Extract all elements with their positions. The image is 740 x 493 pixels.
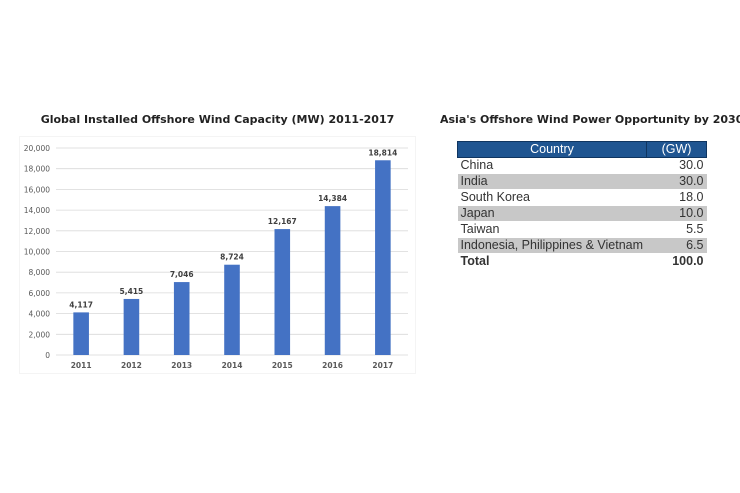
y-tick-label: 10,000 <box>24 248 50 257</box>
x-tick-label: 2015 <box>272 361 293 370</box>
x-tick-label: 2012 <box>121 361 142 370</box>
x-tick-label: 2013 <box>171 361 192 370</box>
table-row: Japan 10.0 <box>457 205 707 222</box>
column-header-gw: (GW) <box>646 141 707 158</box>
table-title: Asia's Offshore Wind Power Opportunity b… <box>440 113 740 126</box>
bar <box>123 298 140 355</box>
table-row: Taiwan 5.5 <box>457 221 707 238</box>
y-tick-label: 12,000 <box>24 227 50 236</box>
gw-cell: 10.0 <box>646 205 707 222</box>
y-tick-label: 14,000 <box>24 206 50 215</box>
country-cell: Taiwan <box>457 221 647 238</box>
table-row: China 30.0 <box>457 157 707 174</box>
data-label: 7,046 <box>170 270 194 279</box>
gw-cell: 30.0 <box>646 173 707 190</box>
bar <box>324 206 341 355</box>
y-tick-label: 16,000 <box>24 185 50 194</box>
gw-cell: 30.0 <box>646 157 707 174</box>
country-cell: India <box>457 173 647 190</box>
country-cell: Japan <box>457 205 647 222</box>
table-total-row: Total 100.0 <box>458 254 707 270</box>
bar <box>375 160 391 355</box>
y-tick-label: 18,000 <box>24 165 50 174</box>
column-header-country: Country <box>457 141 647 158</box>
table-row: India 30.0 <box>457 173 707 190</box>
table-row: South Korea 18.0 <box>457 189 707 206</box>
country-cell: Indonesia, Philippines & Vietnam <box>457 237 647 254</box>
bar-chart: 0 2,000 4,000 6,000 8,000 10,000 12,000 14,000 1… <box>20 137 415 373</box>
opportunity-table: Country (GW) China 30.0 India 30.0 South… <box>457 141 707 269</box>
country-cell: China <box>457 157 647 174</box>
y-tick-label: 2,000 <box>29 330 51 339</box>
x-tick-label: 2014 <box>222 361 243 370</box>
data-label: 4,117 <box>69 300 93 309</box>
data-label: 8,724 <box>220 253 244 262</box>
x-tick-label: 2017 <box>372 361 393 370</box>
y-tick-label: 4,000 <box>29 310 51 319</box>
data-label: 14,384 <box>318 194 347 203</box>
country-cell: South Korea <box>457 189 647 206</box>
bar <box>173 282 190 355</box>
gw-cell: 5.5 <box>646 221 707 238</box>
y-tick-label: 0 <box>45 351 50 360</box>
x-tick-label: 2011 <box>71 361 92 370</box>
x-tick-label: 2016 <box>322 361 343 370</box>
y-tick-label: 6,000 <box>29 289 51 298</box>
data-label: 18,814 <box>368 148 397 157</box>
bar <box>274 229 291 355</box>
bar-chart-title: Global Installed Offshore Wind Capacity … <box>40 113 395 126</box>
total-gw-cell: 100.0 <box>672 254 704 268</box>
data-label: 5,415 <box>120 287 144 296</box>
bar <box>224 264 240 355</box>
table-header-row: Country (GW) <box>457 141 707 158</box>
bar <box>73 312 89 355</box>
bar-chart-plot: 0 2,000 4,000 6,000 8,000 10,000 12,000 14,000 1… <box>24 144 408 370</box>
data-label: 12,167 <box>268 217 297 226</box>
table-row: Indonesia, Philippines & Vietnam 6.5 <box>457 237 707 254</box>
y-tick-label: 8,000 <box>29 268 51 277</box>
gw-cell: 6.5 <box>646 237 707 254</box>
total-label-cell: Total <box>460 254 490 268</box>
gw-cell: 18.0 <box>646 189 707 206</box>
y-tick-label: 20,000 <box>24 144 50 153</box>
